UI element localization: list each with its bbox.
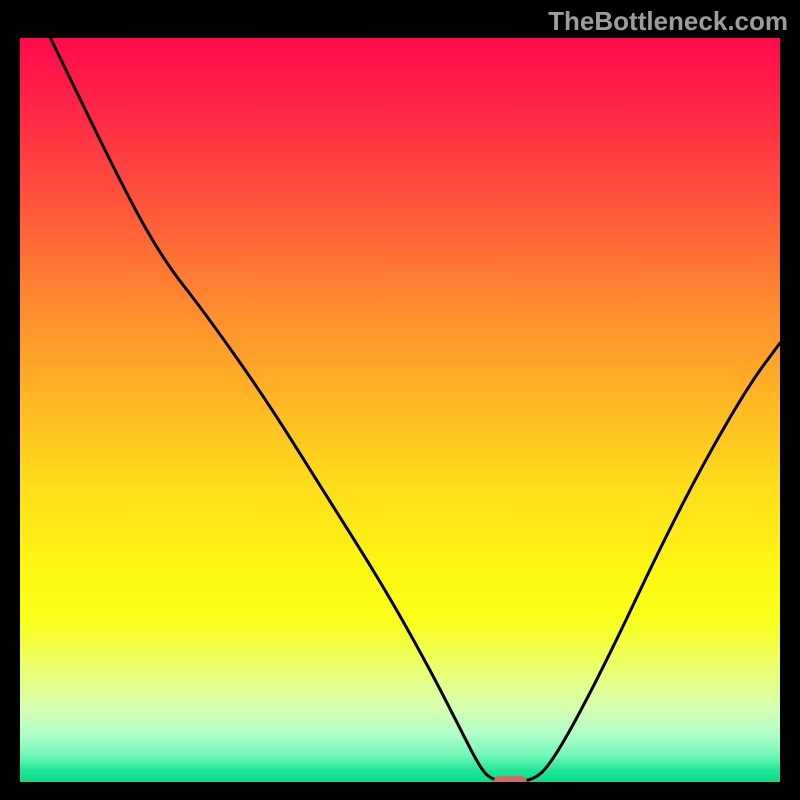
watermark-text: TheBottleneck.com [548,6,788,37]
plot-area [20,38,780,782]
optimal-point-marker [493,776,526,782]
chart-svg [20,38,780,782]
chart-container: TheBottleneck.com [0,0,800,800]
gradient-background [20,38,780,782]
